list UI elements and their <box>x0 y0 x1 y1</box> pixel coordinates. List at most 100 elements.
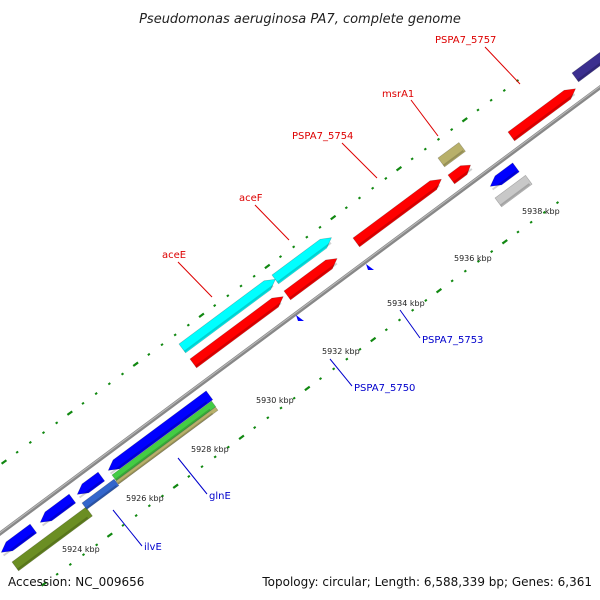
tick-label-5924: 5924 kbp <box>62 545 100 554</box>
gene-blue-4-shade <box>491 170 518 191</box>
ruler-dot <box>252 274 256 278</box>
gene-red-1[interactable] <box>189 296 284 369</box>
gene-blue-3[interactable] <box>76 471 106 495</box>
ruler-dot <box>28 440 32 444</box>
ruler-dot <box>292 245 296 249</box>
ruler-dot <box>0 459 8 465</box>
gene-glne[interactable] <box>111 400 217 482</box>
gene-acef[interactable] <box>271 237 332 285</box>
ruler-dot <box>106 532 113 538</box>
gene-red-2[interactable] <box>283 258 338 301</box>
tick-label-5936: 5936 kbp <box>454 254 492 263</box>
tick-label-5932: 5932 kbp <box>322 347 360 356</box>
ruler-dot <box>411 308 415 312</box>
ruler-dot <box>516 230 520 234</box>
ruler-dot <box>489 98 493 102</box>
gene-navy-shade <box>576 62 600 82</box>
ruler-dot <box>395 165 403 172</box>
label-pspa7-5753[interactable]: PSPA7_5753 <box>422 335 483 346</box>
gene-msra1[interactable] <box>437 142 466 168</box>
ruler-dot <box>239 284 243 288</box>
tick-label-5928: 5928 kbp <box>191 445 229 454</box>
gene-labels: PSPA7_5757 msrA1 PSPA7_5754 aceF aceE PS… <box>144 35 496 553</box>
gene-blue-4[interactable] <box>489 162 520 187</box>
map-title: Pseudomonas aeruginosa PA7, complete gen… <box>139 12 461 27</box>
ruler-dot <box>332 367 336 371</box>
ruler-dot <box>384 176 388 180</box>
ruler-dot <box>344 206 348 210</box>
ruler-dot <box>41 431 46 435</box>
ruler-dot <box>397 318 402 322</box>
ruler-dot <box>226 294 230 298</box>
ruler-dot <box>330 214 337 221</box>
gene-pspa7-5754[interactable] <box>352 178 442 248</box>
label-pspa7-5757[interactable]: PSPA7_5757 <box>435 35 496 46</box>
ruler-dot <box>292 396 296 400</box>
gene-blue-2[interactable] <box>39 493 77 523</box>
ruler-dot <box>542 210 546 214</box>
gene-acee[interactable] <box>178 278 276 354</box>
gene-olive[interactable] <box>11 506 93 572</box>
gene-blue-long-shade <box>109 401 208 475</box>
gene-red-small[interactable] <box>447 164 471 185</box>
ruler-dot <box>238 434 245 441</box>
label-acef[interactable]: aceF <box>239 193 263 204</box>
label-ilve[interactable]: ilvE <box>144 542 162 553</box>
gene-features <box>0 51 600 572</box>
tick-label-5930: 5930 kbp <box>256 396 294 405</box>
ruler-dot <box>305 235 309 239</box>
label-acee[interactable]: aceE <box>162 250 186 261</box>
gene-blue-3-shade <box>78 479 104 499</box>
ruler-dot <box>107 382 111 386</box>
genome-summary-text: Topology: circular; Length: 6,588,339 bp… <box>261 575 592 589</box>
ruler-dot <box>278 255 283 259</box>
tick-label-5934: 5934 kbp <box>387 299 425 308</box>
ruler-dot <box>173 333 177 337</box>
callout-acee <box>177 261 213 298</box>
ruler-dot <box>555 201 560 205</box>
gene-navy[interactable] <box>571 51 600 83</box>
ruler-dot <box>160 343 164 347</box>
gene-pspa7-5757-shade <box>512 93 576 141</box>
gene-ilve[interactable] <box>81 478 120 510</box>
marker-pspa7-5750[interactable] <box>296 315 304 321</box>
scale-tick-labels: 5924 kbp 5926 kbp 5928 kbp 5930 kbp 5932… <box>62 207 560 554</box>
gene-glne-shade-bar[interactable] <box>115 406 219 485</box>
gene-red-1-shade <box>194 302 282 368</box>
gene-acee-shade <box>183 284 274 353</box>
ruler-dot <box>172 483 179 489</box>
ruler-dot <box>370 336 377 343</box>
label-glne[interactable]: glnE <box>209 491 231 502</box>
ruler-dot <box>40 581 48 587</box>
gene-blue-1[interactable] <box>0 523 38 553</box>
inner-ruler-dots <box>40 201 560 587</box>
ruler-dot <box>529 220 533 224</box>
ruler-dot <box>160 494 165 498</box>
gene-pspa7-5757[interactable] <box>507 88 577 142</box>
label-pspa7-5754[interactable]: PSPA7_5754 <box>292 131 353 142</box>
ruler-dot <box>132 361 139 367</box>
gene-blue-1-shade <box>2 532 35 557</box>
ruler-dot <box>463 269 467 273</box>
ruler-dot <box>120 372 125 376</box>
gene-blue-long[interactable] <box>107 390 214 471</box>
gene-red-small-shade <box>452 168 473 184</box>
ruler-dot <box>55 572 59 576</box>
gene-glne-shade <box>114 408 211 481</box>
ruler-dot <box>450 128 454 132</box>
ruler-dot <box>423 147 427 151</box>
callout-glne <box>177 457 208 495</box>
tick-label-5938: 5938 kbp <box>522 207 560 216</box>
ruler-dot <box>410 157 414 161</box>
callout-pspa7-5750 <box>329 358 353 387</box>
ruler-dot <box>55 421 59 425</box>
ruler-dot <box>476 108 480 112</box>
marker-pspa7-5753[interactable] <box>366 264 374 270</box>
label-msra1[interactable]: msrA1 <box>382 89 414 100</box>
label-pspa7-5750[interactable]: PSPA7_5750 <box>354 383 415 394</box>
ruler-dot <box>226 445 230 449</box>
ruler-dot <box>501 239 508 245</box>
ruler-dot <box>15 450 19 454</box>
gene-grey[interactable] <box>494 174 533 208</box>
